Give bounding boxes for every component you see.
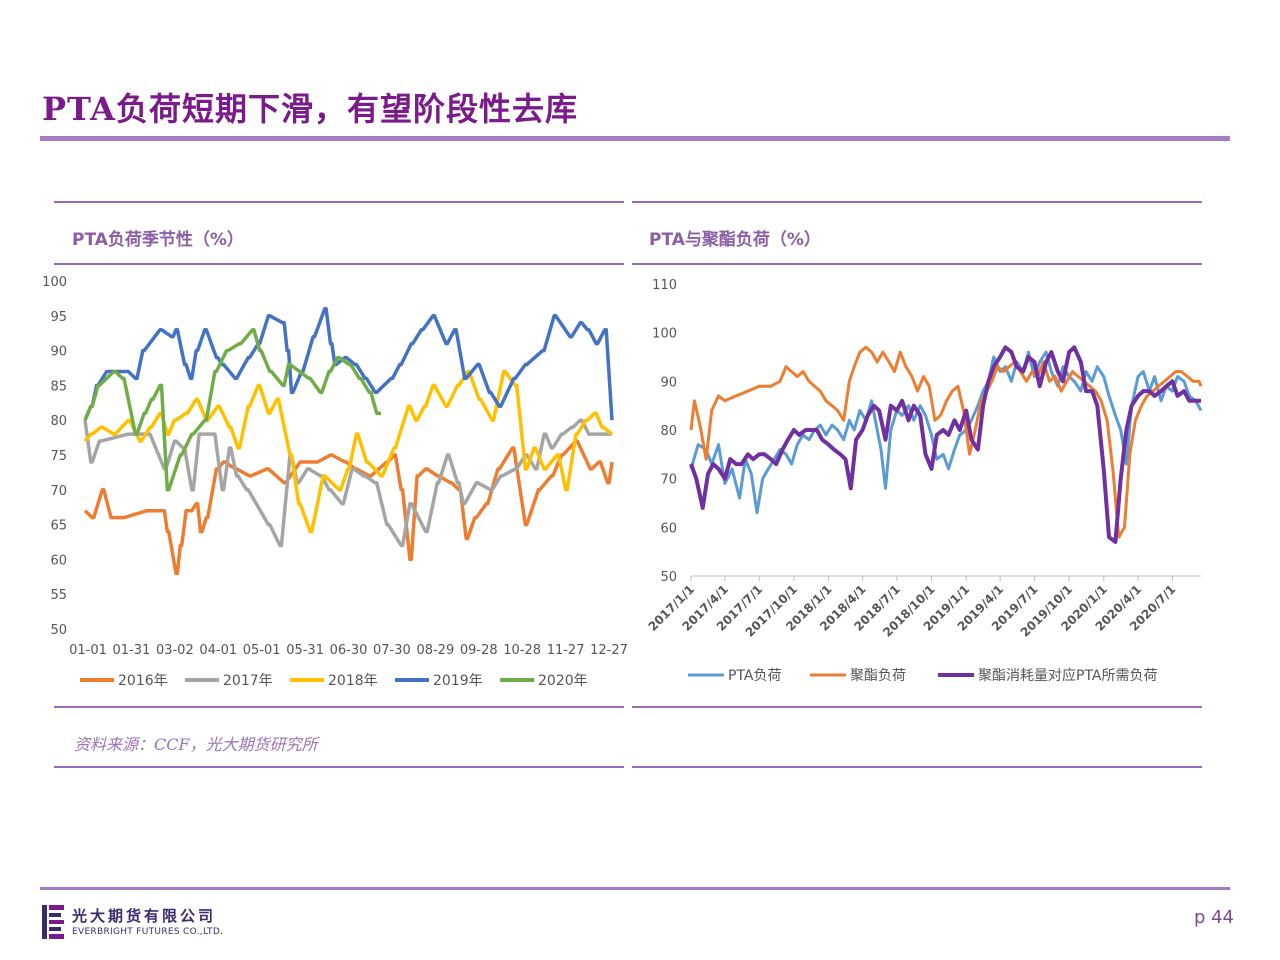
x-tick-label: 03-02: [156, 643, 194, 658]
x-tick-label: 12-27: [590, 643, 628, 658]
x-tick-label: 10-28: [503, 643, 541, 658]
left-panel-header-rule: [54, 263, 624, 265]
x-tick-label: 05-01: [243, 643, 281, 658]
y-tick-label: 110: [652, 278, 677, 293]
legend-label: 聚酯负荷: [850, 668, 906, 684]
y-tick-label: 90: [50, 345, 67, 360]
y-tick-label: 70: [50, 484, 67, 499]
legend-label: 2020年: [538, 673, 588, 689]
left-panel-title: PTA负荷季节性（%）: [72, 230, 244, 250]
legend-label: 2019年: [433, 673, 483, 689]
y-tick-label: 60: [50, 553, 67, 568]
series-line-PTA负荷: [689, 350, 1203, 515]
y-tick-label: 80: [50, 414, 67, 429]
legend-label: 2018年: [328, 673, 378, 689]
y-tick-label: 60: [660, 521, 677, 536]
series-line-聚酯消耗量对应PTA所需负荷: [689, 345, 1201, 544]
left-panel-legend-rule: [54, 706, 624, 708]
slide-title: PTA负荷短期下滑，有望阶段性去库: [42, 90, 578, 128]
x-tick-label: 06-30: [330, 643, 368, 658]
y-tick-label: 80: [660, 424, 677, 439]
series-line-2018年: [83, 369, 614, 534]
x-tick-label: 11-27: [547, 643, 585, 658]
page-number: p 44: [1193, 907, 1234, 928]
x-tick-label: 04-01: [199, 643, 237, 658]
logo-mark-icon: [42, 905, 64, 939]
series-line-2019年: [83, 307, 614, 421]
y-tick-label: 70: [660, 473, 677, 488]
logo-english-name: EVERBRIGHT FUTURES CO.,LTD.: [72, 927, 224, 937]
seasonality-chart: 50 55 60 65 70 75 80 85 90 95 100 01-01 01-31 03-02 04…: [42, 275, 628, 689]
legend-label: 聚酯消耗量对应PTA所需负荷: [978, 667, 1157, 684]
y-tick-label: 100: [652, 327, 677, 342]
right-panel-title: PTA与聚酯负荷（%）: [649, 230, 821, 250]
left-panel-top-rule: [54, 201, 624, 203]
x-tick-label: 08-29: [416, 643, 454, 658]
x-tick-label: 01-01: [69, 643, 107, 658]
y-tick-label: 55: [50, 588, 67, 603]
series-line-2016年: [83, 439, 614, 576]
right-panel-legend-rule: [632, 706, 1202, 708]
legend-label: 2016年: [118, 673, 168, 689]
right-panel-bottom-rule: [632, 766, 1202, 768]
x-tick-label: 09-28: [460, 643, 498, 658]
right-panel-header-rule: [632, 263, 1202, 265]
y-tick-label: 75: [50, 449, 67, 464]
y-tick-label: 50: [50, 623, 67, 638]
y-tick-label: 90: [660, 375, 677, 390]
y-tick-label: 95: [50, 310, 67, 325]
y-tick-label: 65: [50, 519, 67, 534]
right-panel-top-rule: [632, 201, 1202, 203]
source-note: 资料来源：CCF，光大期货研究所: [74, 735, 318, 754]
series-line-2020年: [83, 327, 381, 492]
x-tick-label: 05-31: [286, 643, 324, 658]
x-tick-label: 01-31: [113, 643, 151, 658]
pta-polyester-chart: 50607080901001102017/1/12017/4/12017/7/1…: [646, 278, 1203, 684]
legend-label: 2017年: [223, 673, 273, 689]
y-tick-label: 50: [660, 570, 677, 585]
left-panel-bottom-rule: [54, 766, 624, 768]
company-logo: 光大期货有限公司 EVERBRIGHT FUTURES CO.,LTD.: [42, 903, 232, 943]
series-line-聚酯负荷: [689, 345, 1203, 539]
legend-label: PTA负荷: [728, 668, 781, 684]
footer-rule: [40, 887, 1230, 890]
x-tick-label: 07-30: [373, 643, 411, 658]
y-tick-label: 100: [42, 275, 67, 290]
title-rule: [40, 136, 1230, 141]
y-tick-label: 85: [50, 379, 67, 394]
logo-chinese-name: 光大期货有限公司: [72, 907, 217, 925]
